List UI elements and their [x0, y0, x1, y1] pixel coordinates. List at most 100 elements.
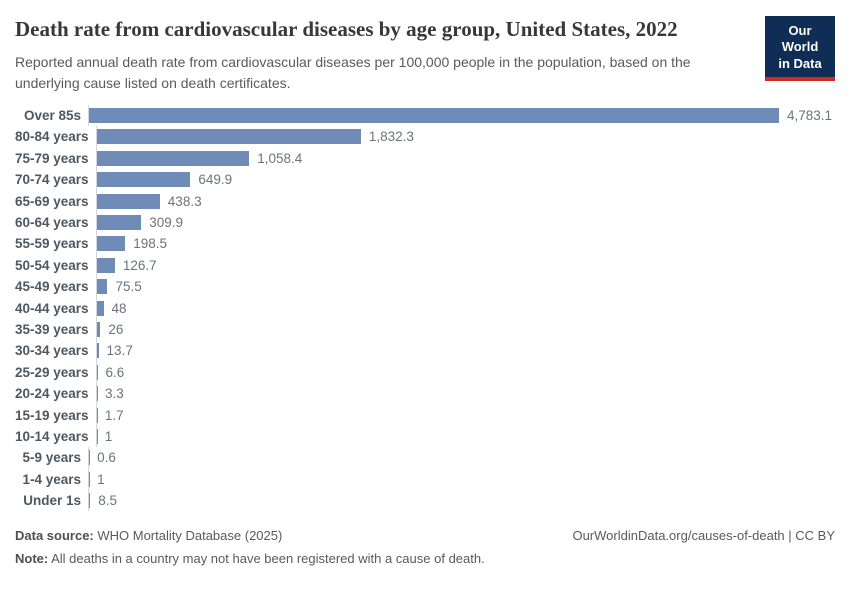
value-label: 438.3	[167, 193, 202, 209]
value-label: 198.5	[133, 236, 167, 252]
chart-row: 30-34 years 13.7	[15, 340, 835, 362]
bar[interactable]	[96, 364, 98, 380]
bar-cell: 48	[95, 297, 835, 319]
value-label: 1.7	[104, 407, 124, 423]
category-label: 20-24 years	[15, 386, 89, 402]
bar-cell: 6.6	[95, 361, 835, 383]
chart-row: 5-9 years 0.6	[15, 447, 835, 469]
footer: Data source: WHO Mortality Database (202…	[15, 526, 835, 568]
chart-row: 1-4 years 1	[15, 468, 835, 490]
bar-cell: 0.6	[88, 447, 835, 469]
category-label: 55-59 years	[15, 236, 89, 252]
bar-cell: 649.9	[95, 169, 835, 191]
category-label: 45-49 years	[15, 279, 89, 295]
category-label: 80-84 years	[15, 129, 89, 145]
category-label: 1-4 years	[22, 471, 81, 487]
category-label: 40-44 years	[15, 300, 89, 316]
bar[interactable]	[96, 343, 99, 359]
category-label: Over 85s	[23, 108, 81, 124]
data-source-label: Data source:	[15, 528, 94, 544]
bar-cell: 13.7	[95, 340, 835, 362]
bar[interactable]	[89, 108, 779, 124]
bar[interactable]	[96, 236, 126, 252]
bar-chart: Over 85s 4,783.1 80-84 years 1,832.3 75-79 y…	[15, 104, 835, 512]
category-label: 30-34 years	[15, 343, 89, 359]
bar[interactable]	[96, 193, 160, 209]
bar-cell: 26	[95, 318, 835, 341]
chart-row: 20-24 years 3.3	[15, 382, 835, 405]
header: Death rate from cardiovascular diseases …	[15, 16, 835, 93]
category-label: 75-79 years	[15, 150, 89, 166]
chart-row: 75-79 years 1,058.4	[15, 147, 835, 170]
value-label: 13.7	[106, 343, 133, 359]
value-label: 1,832.3	[368, 129, 414, 145]
value-label: 4,783.1	[787, 108, 833, 124]
chart-row: 25-29 years 6.6	[15, 361, 835, 383]
chart-row: 80-84 years 1,832.3	[15, 126, 835, 148]
bar-cell: 75.5	[95, 276, 835, 298]
category-label: 10-14 years	[15, 428, 89, 444]
value-label: 1	[97, 471, 105, 487]
owid-logo-text: Our World in Data	[765, 16, 835, 77]
value-label: 75.5	[115, 279, 142, 295]
note-text: All deaths in a country may not have bee…	[48, 550, 485, 566]
bar-cell: 309.9	[95, 211, 835, 234]
footer-left: Data source: WHO Mortality Database (202…	[15, 526, 485, 568]
chart-row: Over 85s 4,783.1	[15, 104, 835, 127]
bar[interactable]	[96, 150, 250, 166]
category-label: 5-9 years	[22, 450, 81, 466]
value-label: 6.6	[105, 364, 125, 380]
bar-cell: 1	[95, 425, 835, 448]
category-label: 50-54 years	[15, 257, 89, 273]
owid-logo-stripe	[765, 76, 835, 81]
bar[interactable]	[96, 321, 101, 337]
bar[interactable]	[96, 257, 115, 273]
value-label: 309.9	[149, 215, 184, 231]
bar[interactable]	[89, 493, 91, 509]
data-source-text: WHO Mortality Database (2025)	[93, 528, 283, 544]
bar[interactable]	[96, 129, 361, 145]
chart-row: 70-74 years 649.9	[15, 169, 835, 191]
bar[interactable]	[96, 300, 104, 316]
chart-row: 65-69 years 438.3	[15, 190, 835, 212]
data-source-line: Data source: WHO Mortality Database (202…	[15, 526, 485, 546]
category-label: Under 1s	[23, 493, 81, 509]
bar[interactable]	[96, 215, 142, 231]
chart-row: Under 1s 8.5	[15, 489, 835, 512]
value-label: 1,058.4	[257, 150, 303, 166]
chart-row: 40-44 years 48	[15, 297, 835, 319]
category-label: 15-19 years	[15, 407, 89, 423]
bar-cell: 8.5	[88, 489, 835, 512]
value-label: 3.3	[105, 386, 124, 402]
page-title: Death rate from cardiovascular diseases …	[15, 17, 678, 41]
bar[interactable]	[96, 172, 191, 188]
value-label: 126.7	[122, 257, 157, 273]
bar-cell: 1	[88, 468, 835, 490]
value-label: 0.6	[97, 450, 116, 466]
chart-row: 10-14 years 1	[15, 425, 835, 448]
chart-row: 45-49 years 75.5	[15, 276, 835, 298]
owid-logo[interactable]: Our World in Data	[765, 16, 835, 81]
owid-logo-line2: in Data	[778, 55, 822, 71]
value-label: 649.9	[198, 172, 233, 188]
bar-cell: 1,058.4	[95, 147, 835, 170]
chart-row: 55-59 years 198.5	[15, 233, 835, 255]
bar[interactable]	[96, 279, 108, 295]
value-label: 26	[108, 321, 124, 337]
owid-logo-line1: Our World	[781, 23, 819, 55]
chart-row: 60-64 years 309.9	[15, 211, 835, 234]
title-block: Death rate from cardiovascular diseases …	[15, 16, 765, 93]
category-label: 35-39 years	[15, 321, 89, 337]
bar-cell: 438.3	[95, 190, 835, 212]
value-label: 8.5	[98, 493, 117, 509]
chart-row: 50-54 years 126.7	[15, 254, 835, 277]
category-label: 60-64 years	[15, 215, 89, 231]
chart-row: 35-39 years 26	[15, 318, 835, 341]
bar-cell: 198.5	[95, 233, 835, 255]
value-label: 1	[104, 428, 113, 444]
category-label: 65-69 years	[15, 193, 89, 209]
category-label: 70-74 years	[15, 172, 89, 188]
bar-cell: 1.7	[95, 404, 835, 426]
footer-attribution: OurWorldinData.org/causes-of-death | CC …	[572, 528, 835, 544]
